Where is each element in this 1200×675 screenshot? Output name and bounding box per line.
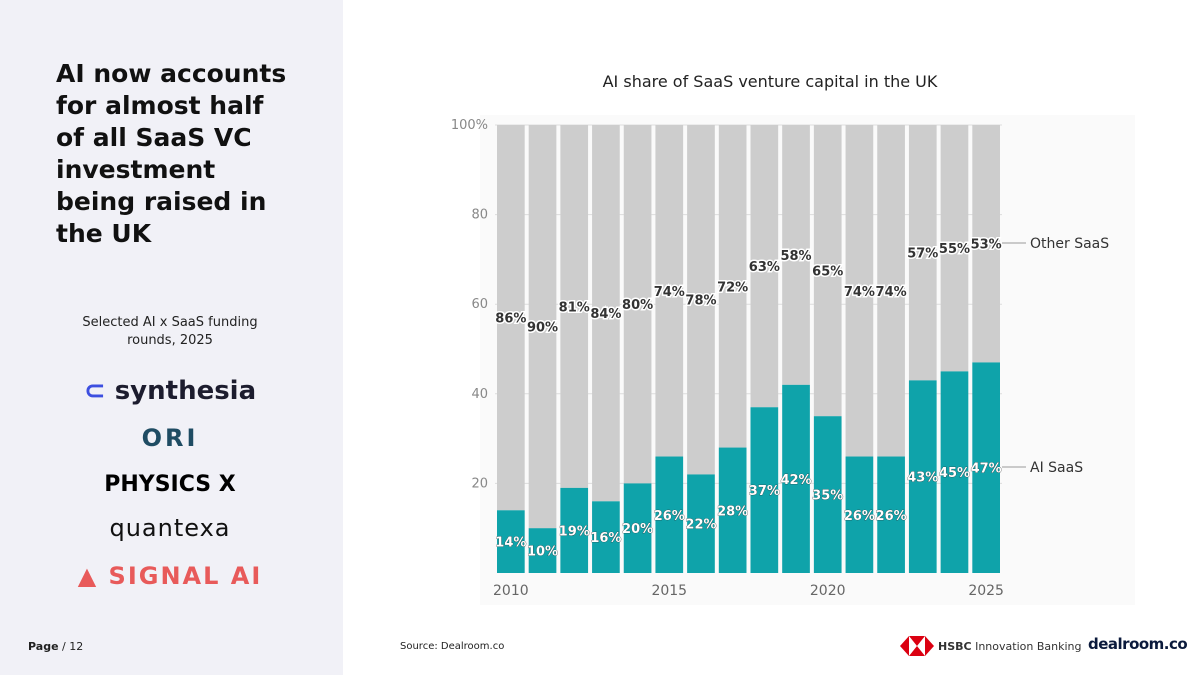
data-label-other: 90% [527, 321, 558, 336]
data-label-ai: 47% [971, 462, 1002, 477]
logo-text: synthesia [114, 376, 257, 406]
bar-other-saas [528, 125, 557, 529]
bar-ai-saas [845, 456, 874, 573]
bar-other-saas [972, 125, 1000, 363]
bar-ai-saas [623, 483, 652, 573]
logo-text: SIGNAL AI [108, 562, 263, 590]
bar-other-saas [687, 125, 715, 475]
x-tick-label: 2010 [493, 583, 529, 599]
data-label-ai: 16% [590, 531, 621, 546]
data-label-other: 74% [876, 285, 907, 300]
data-label-other: 81% [559, 300, 590, 315]
data-label-other: 57% [907, 247, 938, 262]
y-tick-label: 60 [471, 297, 488, 312]
data-label-other: 72% [717, 280, 748, 295]
hsbc-text: HSBC Innovation Banking [938, 640, 1081, 653]
bar-ai-saas [497, 510, 525, 573]
series-label: AI SaaS [1030, 460, 1083, 476]
data-label-ai: 45% [939, 466, 970, 481]
physicsx-logo: PHYSICS X [104, 472, 236, 497]
data-label-ai: 19% [559, 524, 590, 539]
page-number: Page / 12 [28, 640, 83, 653]
bar-ai-saas [877, 456, 905, 573]
bar-other-saas [940, 125, 969, 372]
series-label: Other SaaS [1030, 236, 1109, 252]
chart-title: AI share of SaaS venture capital in the … [602, 72, 938, 91]
bar-ai-saas [592, 501, 620, 573]
selected-rounds-label: Selected AI x SaaS funding rounds, 2025 [82, 315, 258, 348]
bar-other-saas [845, 125, 874, 457]
hsbc-bold: HSBC [938, 639, 972, 653]
bar-other-saas [655, 125, 684, 457]
data-label-other: 58% [780, 249, 811, 264]
bar-other-saas [782, 125, 810, 385]
triangle-icon: ▲ [77, 562, 99, 590]
data-label-other: 74% [654, 285, 685, 300]
bar-other-saas [592, 125, 620, 502]
data-label-ai: 14% [495, 536, 526, 551]
data-label-ai: 10% [527, 545, 558, 560]
y-tick-label: 80 [471, 208, 488, 223]
page-label: Page [28, 640, 59, 653]
data-label-other: 74% [844, 285, 875, 300]
data-label-ai: 35% [812, 489, 843, 504]
synthesia-logo: ⊂ synthesia [60, 376, 280, 406]
bar-ai-saas [560, 487, 589, 573]
bar-other-saas [497, 125, 525, 511]
signal-ai-logo: ▲ SIGNAL AI [60, 562, 280, 590]
y-tick-label: 40 [471, 387, 488, 402]
data-label-ai: 43% [907, 471, 938, 486]
data-label-ai: 20% [622, 522, 653, 537]
dealroom-logo: dealroom.co [1088, 635, 1188, 653]
data-label-other: 63% [749, 260, 780, 275]
bar-other-saas [750, 125, 779, 408]
hsbc-logo: HSBC Innovation Banking [900, 636, 1081, 656]
synthesia-mark-icon: ⊂ [83, 376, 106, 406]
data-label-other: 80% [622, 298, 653, 313]
y-tick-label: 100% [451, 118, 488, 133]
data-label-other: 78% [685, 294, 716, 309]
bar-ai-saas [718, 447, 747, 573]
x-tick-label: 2020 [810, 583, 846, 599]
bar-ai-saas [813, 416, 842, 573]
data-label-ai: 42% [780, 473, 811, 488]
data-label-other: 86% [495, 312, 526, 327]
data-label-ai: 26% [654, 509, 685, 524]
hsbc-hexagon-icon [900, 636, 934, 656]
bar-ai-saas [972, 362, 1000, 573]
bar-ai-saas [528, 528, 557, 573]
bar-ai-saas [655, 456, 684, 573]
source: Source: Dealroom.co [400, 641, 505, 652]
data-label-ai: 37% [749, 484, 780, 499]
data-label-other: 55% [939, 242, 970, 257]
bar-other-saas [560, 125, 589, 488]
data-label-ai: 22% [685, 518, 716, 533]
bar-ai-saas [782, 384, 810, 573]
bar-other-saas [877, 125, 905, 457]
bar-ai-saas [750, 407, 779, 573]
x-tick-label: 2025 [968, 583, 1004, 599]
data-label-other: 84% [590, 307, 621, 322]
quantexa-logo: quantexa [109, 514, 231, 542]
hsbc-rest: Innovation Banking [971, 639, 1082, 653]
data-label-ai: 28% [717, 504, 748, 519]
data-label-ai: 26% [876, 509, 907, 524]
bar-ai-saas [940, 371, 969, 573]
bar-ai-saas [908, 380, 937, 573]
bar-other-saas [908, 125, 937, 381]
stacked-bar-chart: 20 40 60 80 100% 86% 14% 90% 10% 81% 19% 84% 16% 80% 2… [451, 115, 1135, 605]
y-tick-label: 20 [471, 476, 488, 491]
ori-logo: ORI [141, 424, 199, 452]
headline: AI now accounts for almost half of all S… [56, 59, 287, 248]
bar-other-saas [718, 125, 747, 448]
page-count: / 12 [58, 640, 84, 653]
bar-other-saas [623, 125, 652, 484]
left-panel [0, 0, 343, 675]
data-label-other: 53% [971, 238, 1002, 253]
bar-ai-saas [687, 474, 715, 573]
data-label-other: 65% [812, 265, 843, 280]
bar-other-saas [813, 125, 842, 417]
x-tick-label: 2015 [651, 583, 687, 599]
data-label-ai: 26% [844, 509, 875, 524]
